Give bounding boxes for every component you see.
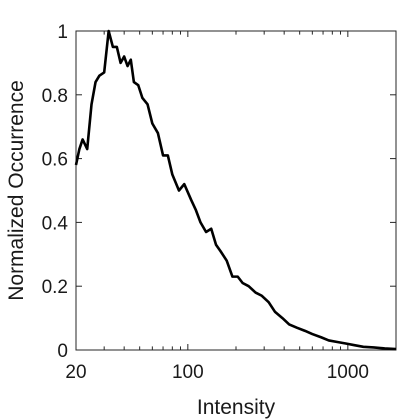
y-axis-ticks: 0 0.2 0.4 0.6 0.8 1 <box>42 22 396 362</box>
series-layer <box>74 29 397 351</box>
y-axis-label: Normalized Occurrence <box>5 80 28 301</box>
x-tick-label: 100 <box>172 362 204 383</box>
y-tick-label: 1 <box>57 22 68 43</box>
y-tick-label: 0.4 <box>42 213 69 234</box>
y-tick-label: 0.2 <box>42 277 68 298</box>
x-tick-label: 1000 <box>327 362 369 383</box>
plot-box <box>75 30 397 351</box>
y-tick-label: 0.8 <box>42 86 68 107</box>
y-tick-label: 0 <box>57 341 68 362</box>
x-tick-label: 20 <box>65 362 86 383</box>
plot-frame <box>75 30 397 351</box>
x-axis-ticks: 20 100 1000 <box>65 31 397 383</box>
series-line <box>74 29 397 351</box>
y-tick-label: 0.6 <box>42 150 68 171</box>
x-axis-label: Intensity <box>197 396 276 419</box>
